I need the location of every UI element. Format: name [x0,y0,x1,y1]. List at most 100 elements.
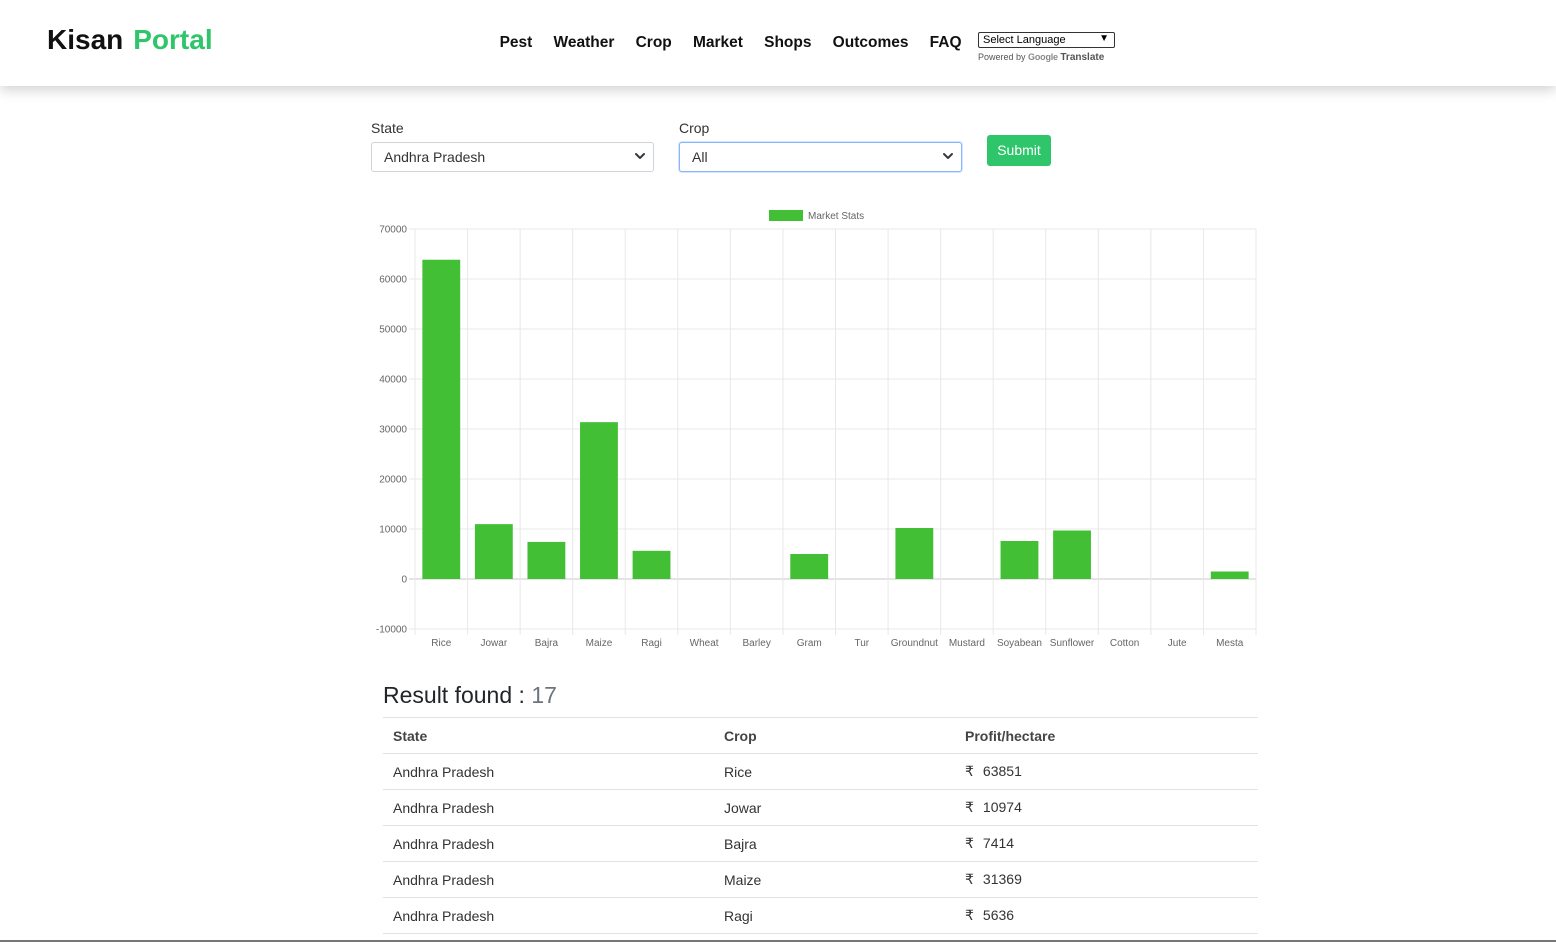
google-translate-widget: Select Language ▼ Powered by Google Tran… [978,32,1115,63]
bar-maize [580,422,618,579]
results-table: State Crop Profit/hectare Andhra Pradesh… [383,717,1258,934]
nav-market[interactable]: Market [692,34,743,51]
rupee-icon: ₹ [965,907,974,923]
cell-profit: ₹5636 [955,897,1258,934]
legend-label: Market Stats [808,211,864,222]
main-nav: Pest Weather Crop Market Shops Outcomes … [489,34,972,52]
nav-pest[interactable]: Pest [499,34,533,51]
profit-value: 10974 [982,799,1022,815]
bar-gram [790,554,829,579]
bar-jowar [474,524,513,579]
cell-profit: ₹10974 [955,789,1258,826]
x-tick-label: Sunflower [1050,638,1095,649]
translate-link[interactable]: Translate [1060,52,1105,63]
rupee-icon: ₹ [965,763,974,779]
navbar: Kisan Portal Pest Weather Crop Market Sho… [0,0,1556,86]
chevron-down-icon [943,153,953,159]
profit-value: 63851 [982,763,1022,779]
result-title: Result found : 17 [383,682,557,709]
y-tick-label: -10000 [376,625,408,636]
x-tick-label: Mesta [1216,638,1244,649]
legend-swatch [769,210,803,221]
y-tick-label: 0 [401,575,407,586]
bar-soyabean [1000,541,1039,579]
x-tick-label: Tur [854,638,869,649]
y-tick-label: 20000 [379,475,407,486]
x-tick-label: Cotton [1110,638,1139,649]
cell-crop: Bajra [714,825,955,862]
x-tick-label: Jute [1168,638,1187,649]
table-header-row: State Crop Profit/hectare [383,717,1258,754]
x-tick-label: Rice [431,638,451,649]
state-label: State [371,120,404,136]
profit-value: 7414 [982,835,1015,851]
y-tick-label: 10000 [379,525,407,536]
crop-select[interactable]: All [679,142,962,172]
x-tick-label: Jowar [481,638,508,649]
result-title-text: Result found : [383,682,525,708]
nav-weather[interactable]: Weather [553,34,615,51]
bar-mesta [1210,571,1249,579]
x-tick-label: Bajra [535,638,559,649]
state-select-value: Andhra Pradesh [384,149,486,165]
result-count: 17 [531,682,557,708]
x-tick-label: Gram [797,638,822,649]
x-tick-label: Mustard [949,638,985,649]
page-bottom-divider [0,940,1556,942]
profit-value: 31369 [982,871,1022,887]
table-row: Andhra Pradesh Bajra ₹7414 [383,825,1258,862]
x-tick-label: Soyabean [997,638,1042,649]
cell-state: Andhra Pradesh [383,789,714,826]
cell-state: Andhra Pradesh [383,861,714,898]
state-select[interactable]: Andhra Pradesh [371,142,654,172]
header-state: State [383,717,714,754]
brand-logo[interactable]: Kisan Portal [47,24,213,56]
bar-groundnut [895,528,934,579]
y-tick-label: 30000 [379,425,407,436]
table-row: Andhra Pradesh Ragi ₹5636 [383,897,1258,934]
nav-crop[interactable]: Crop [635,34,672,51]
profit-value: 5636 [982,907,1015,923]
header-crop: Crop [714,717,955,754]
chevron-down-icon: ▼ [1099,33,1109,44]
y-tick-label: 60000 [379,275,407,286]
cell-crop: Rice [714,753,955,790]
nav-outcomes[interactable]: Outcomes [832,34,909,51]
cell-crop: Jowar [714,789,955,826]
table-row: Andhra Pradesh Jowar ₹10974 [383,789,1258,826]
powered-by-google: Powered by Google Translate [978,52,1115,63]
powered-by-text: Powered by [978,52,1026,62]
brand-part-portal: Portal [133,24,213,55]
cell-state: Andhra Pradesh [383,825,714,862]
cell-profit: ₹7414 [955,825,1258,862]
brand-part-kisan: Kisan [47,24,124,55]
table-row: Andhra Pradesh Rice ₹63851 [383,753,1258,790]
y-tick-label: 40000 [379,375,407,386]
cell-crop: Ragi [714,897,955,934]
bar-sunflower [1053,530,1091,579]
cell-profit: ₹63851 [955,753,1258,790]
y-tick-label: 50000 [379,325,407,336]
crop-select-value: All [692,149,708,165]
cell-state: Andhra Pradesh [383,897,714,934]
rupee-icon: ₹ [965,799,974,815]
nav-shops[interactable]: Shops [764,34,812,51]
cell-crop: Maize [714,861,955,898]
cell-state: Andhra Pradesh [383,753,714,790]
bar-ragi [632,550,671,579]
x-tick-label: Groundnut [891,638,938,649]
bar-bajra [527,541,566,579]
cell-profit: ₹31369 [955,861,1258,898]
x-tick-label: Wheat [690,638,719,649]
language-select-value: Select Language [983,34,1066,46]
table-row: Andhra Pradesh Maize ₹31369 [383,861,1258,898]
google-logo: Google [1028,52,1058,62]
y-tick-label: 70000 [379,225,407,236]
x-tick-label: Maize [586,638,613,649]
crop-label: Crop [679,120,710,136]
language-select[interactable]: Select Language ▼ [978,32,1115,48]
rupee-icon: ₹ [965,871,974,887]
submit-button[interactable]: Submit [987,135,1051,166]
nav-faq[interactable]: FAQ [929,34,962,51]
x-tick-label: Barley [742,638,770,649]
